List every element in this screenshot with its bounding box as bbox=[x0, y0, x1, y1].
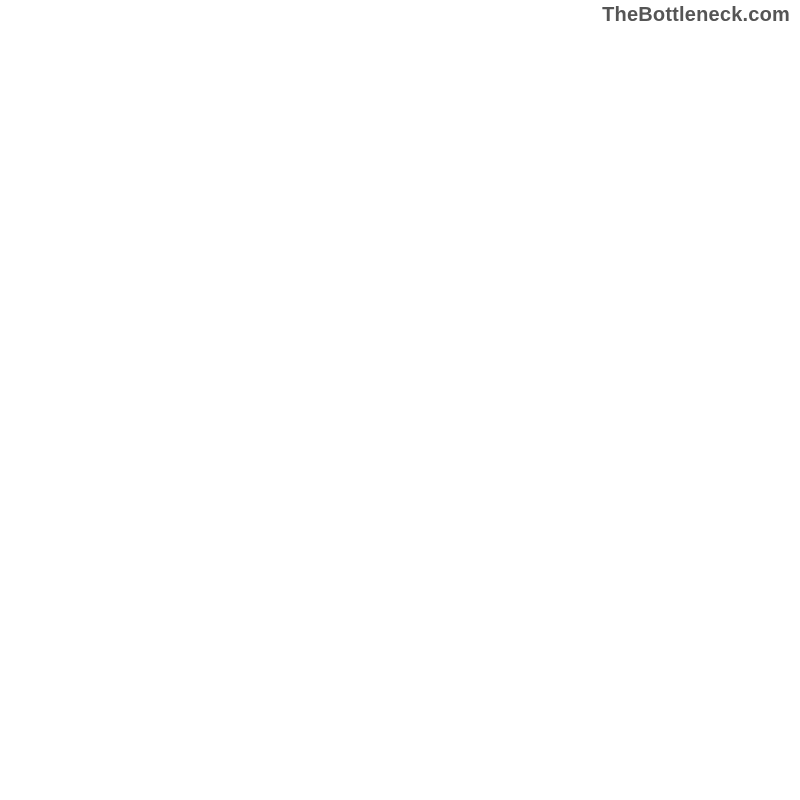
bottleneck-heatmap bbox=[32, 30, 770, 770]
watermark-text: TheBottleneck.com bbox=[602, 4, 790, 27]
